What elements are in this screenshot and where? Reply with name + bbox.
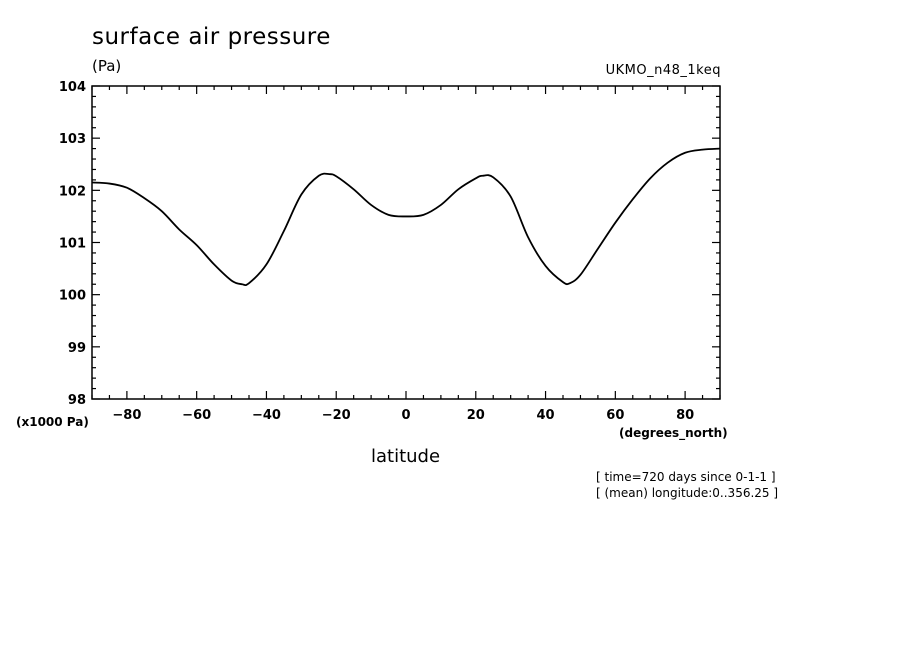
plot-frame: [91, 85, 721, 400]
y-tick-label: 104: [59, 80, 86, 95]
tick-labels: −80 −60 −40 −20 0 20 40 60 80 98 99 100 101 102 103 104: [59, 80, 694, 423]
x-axis-title: latitude: [371, 446, 441, 467]
y-tick-label: 99: [68, 341, 86, 356]
x-tick-label: −60: [182, 408, 211, 423]
y-scale-label: (x1000 Pa): [16, 415, 89, 429]
model-label: UKMO_n48_1keq: [605, 63, 721, 78]
x-tick-label: 60: [606, 408, 624, 423]
series-line: [91, 147, 721, 287]
x-tick-label: −80: [112, 408, 141, 423]
x-tick-label: 40: [537, 408, 555, 423]
x-tick-label: −40: [252, 408, 281, 423]
x-units-label: (degrees_north): [619, 426, 728, 440]
x-tick-label: 20: [467, 408, 485, 423]
axis-ticks: [91, 85, 721, 400]
longitude-note: [ (mean) longitude:0..356.25 ]: [596, 486, 779, 500]
x-tick-label: −20: [322, 408, 351, 423]
chart-title: surface air pressure: [92, 24, 331, 50]
y-tick-label: 100: [59, 289, 86, 304]
x-tick-label: 0: [401, 408, 410, 423]
y-tick-label: 103: [59, 132, 86, 147]
x-tick-label: 80: [676, 408, 694, 423]
y-tick-label: 101: [59, 237, 86, 252]
y-tick-label: 102: [59, 184, 86, 199]
time-note: [ time=720 days since 0-1-1 ]: [596, 470, 776, 484]
units-label: (Pa): [92, 57, 122, 75]
y-tick-label: 98: [68, 393, 86, 408]
